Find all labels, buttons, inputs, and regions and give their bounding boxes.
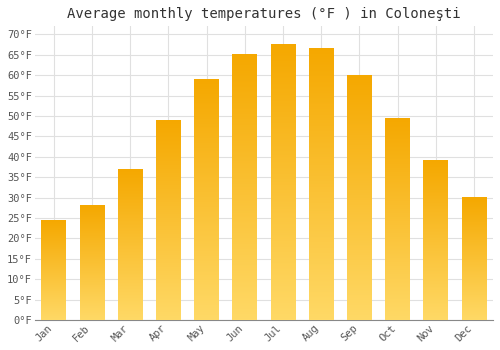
Bar bbox=[347, 75, 372, 320]
Bar bbox=[42, 220, 66, 320]
Title: Average monthly temperatures (°F ) in Coloneşti: Average monthly temperatures (°F ) in Co… bbox=[67, 7, 460, 21]
Bar bbox=[194, 79, 219, 320]
Bar bbox=[232, 55, 257, 320]
Bar bbox=[270, 45, 295, 320]
Bar bbox=[309, 49, 334, 320]
Bar bbox=[118, 169, 142, 320]
Bar bbox=[80, 206, 104, 320]
Bar bbox=[385, 118, 410, 320]
Bar bbox=[156, 120, 181, 320]
Bar bbox=[462, 198, 486, 320]
Bar bbox=[424, 161, 448, 320]
